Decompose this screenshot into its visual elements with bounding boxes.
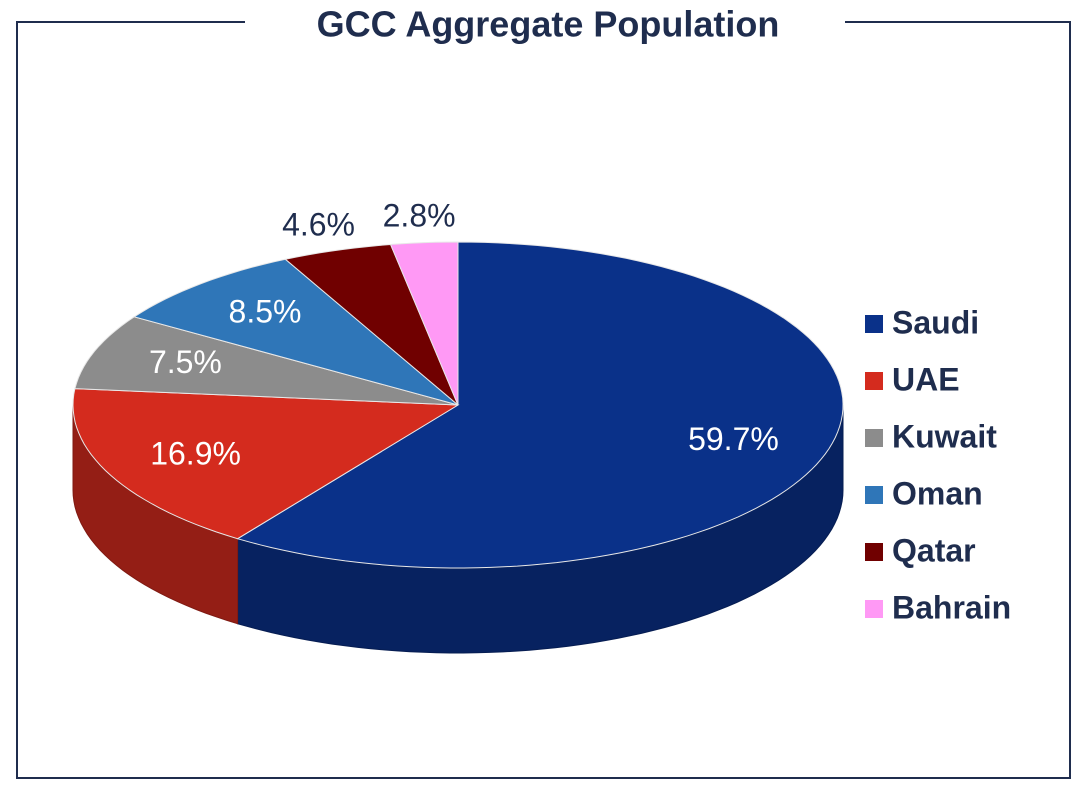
- title-background: [245, 2, 845, 52]
- data-label: 59.7%: [688, 421, 779, 457]
- legend-label: UAE: [892, 361, 960, 397]
- legend-swatch: [865, 600, 883, 618]
- chart-title: GCC Aggregate Population: [317, 4, 780, 45]
- data-label: 16.9%: [150, 435, 241, 471]
- data-label: 4.6%: [282, 207, 355, 243]
- slice: [236, 241, 844, 569]
- legend-swatch: [865, 372, 883, 390]
- data-label: 7.5%: [149, 344, 222, 380]
- slice: [284, 243, 459, 406]
- legend-swatch: [865, 486, 883, 504]
- legend-label: Oman: [892, 475, 983, 511]
- legend-label: Qatar: [892, 532, 976, 568]
- pie: 59.7% 16.9% 7.5%8.5% 4.6% 2.8%: [72, 198, 844, 654]
- legend-label: Kuwait: [892, 418, 997, 454]
- slice: [72, 388, 460, 540]
- legend: Saudi UAE Kuwait Oman Qatar Bahrain: [865, 304, 1011, 625]
- slice: [132, 258, 459, 406]
- legend-swatch: [865, 429, 883, 447]
- legend-label: Bahrain: [892, 589, 1011, 625]
- legend-label: Saudi: [892, 304, 979, 340]
- legend-swatch: [865, 543, 883, 561]
- data-label: 2.8%: [383, 198, 456, 234]
- slice: [74, 316, 459, 406]
- legend-swatch: [865, 315, 883, 333]
- slice: [389, 241, 459, 406]
- data-label: 8.5%: [229, 294, 302, 330]
